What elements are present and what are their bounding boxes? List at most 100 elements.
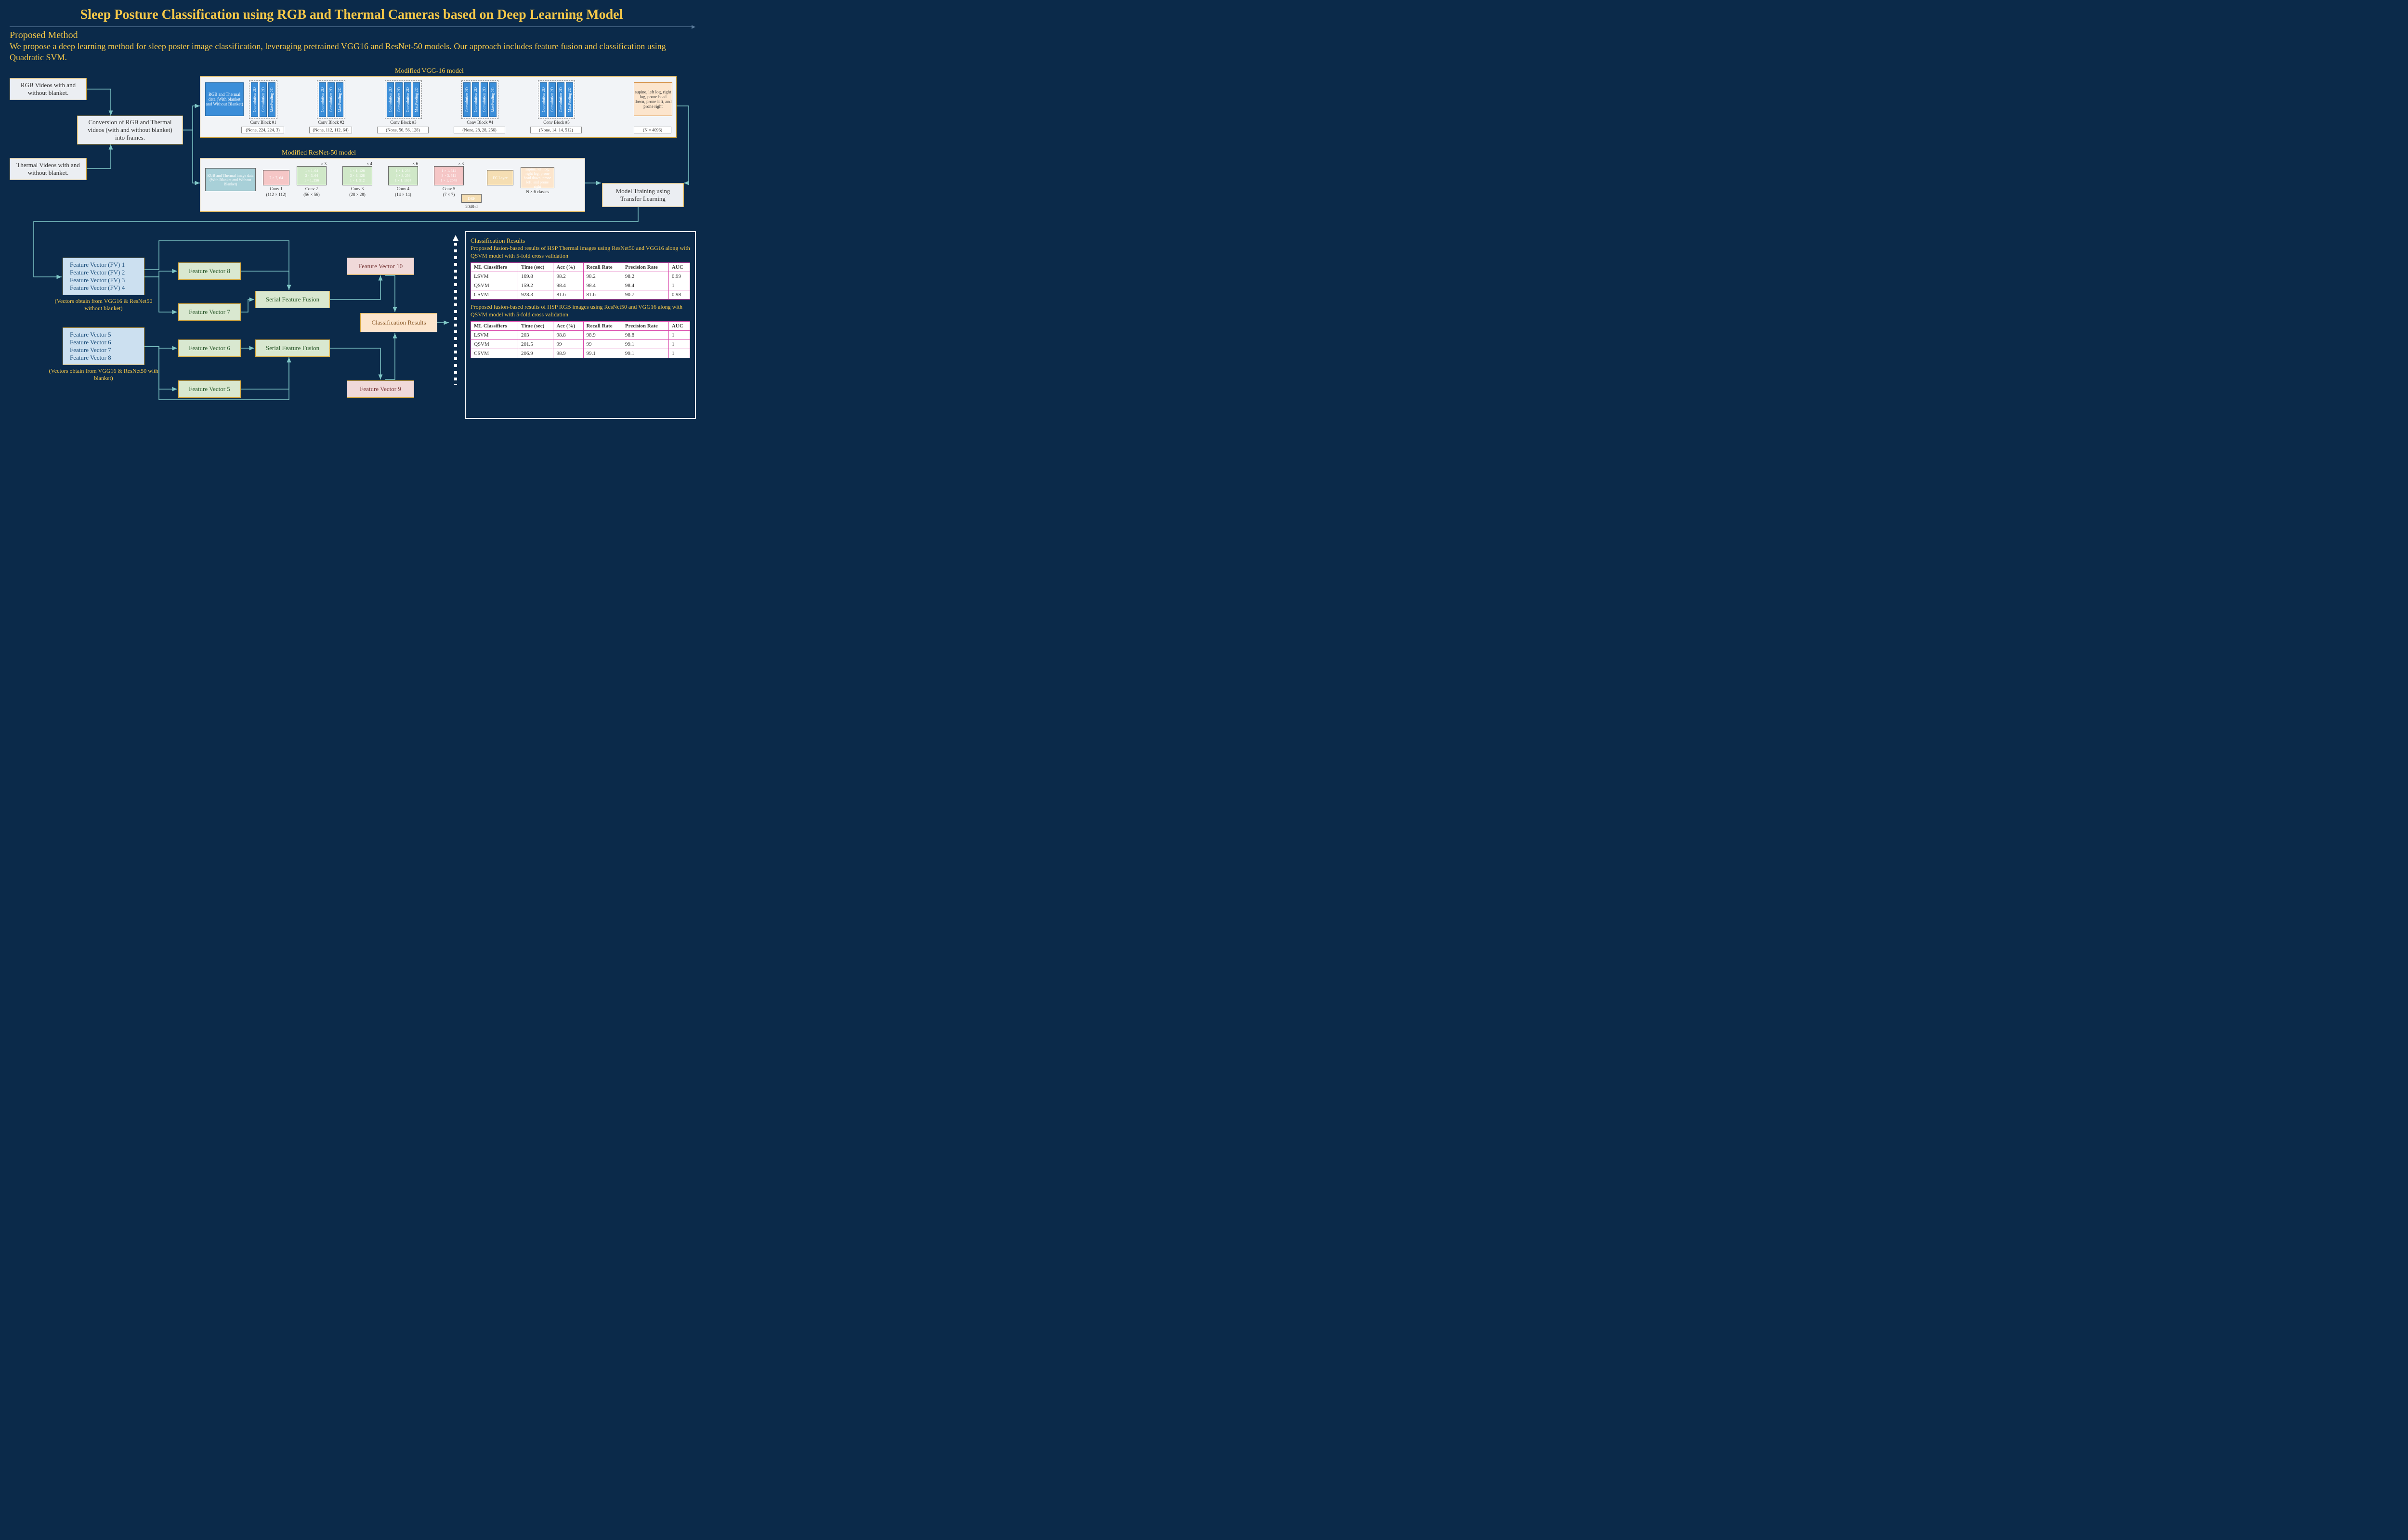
table-cell: 928.3 — [518, 290, 553, 300]
fv7-box: Feature Vector 7 — [178, 303, 241, 321]
vgg-layer: MaxPooling 2D — [336, 82, 343, 117]
table-header: Acc (%) — [553, 263, 583, 272]
resnet-conv1-sub: (112 × 112) — [261, 192, 292, 197]
table-cell: 1 — [668, 331, 690, 340]
results-panel: Classification Results Proposed fusion-b… — [465, 231, 696, 419]
resnet-block-sub: (14 × 14) — [388, 192, 418, 197]
resnet-mult: × 6 — [404, 161, 418, 166]
table-row: CSVM206.998.999.199.11 — [471, 349, 690, 358]
table-cell: LSVM — [471, 331, 518, 340]
table-cell: 99 — [583, 340, 622, 349]
vgg-layer: Convolution 2D — [251, 82, 258, 117]
resnet-block-name: Conv 3 — [342, 186, 372, 191]
vgg-layer: Convolution 2D — [260, 82, 267, 117]
resnet-label: Modified ResNet-50 model — [282, 149, 356, 157]
table-header: Precision Rate — [622, 322, 668, 331]
table-header: AUC — [668, 322, 690, 331]
fv10-box: Feature Vector 10 — [347, 258, 414, 275]
vgg-out-shape: (N × 4096) — [634, 127, 671, 133]
table-cell: 98.2 — [622, 272, 668, 281]
table-cell: 98.9 — [553, 349, 583, 358]
resnet-drf-dim: 2048-d — [460, 204, 483, 209]
table-cell: CSVM — [471, 290, 518, 300]
table-cell: 0.99 — [668, 272, 690, 281]
table-header: Time (sec) — [518, 263, 553, 272]
table-cell: 1 — [668, 349, 690, 358]
vgg-layer: Convolution 2D — [395, 82, 403, 117]
vgg-layer: Convolution 2D — [327, 82, 335, 117]
resnet-conv1-name: Conv 1 — [263, 186, 289, 191]
fv8-line: Feature Vector 8 — [70, 354, 111, 362]
table-cell: 1 — [668, 340, 690, 349]
fv-group2-caption: (Vectors obtain from VGG16 & ResNet50 wi… — [48, 367, 159, 382]
table-cell: 99.1 — [622, 340, 668, 349]
fv-group1-caption: (Vectors obtain from VGG16 & ResNet50 wi… — [48, 298, 159, 312]
table-row: QSVM159.298.498.498.41 — [471, 281, 690, 290]
thermal-input-box: Thermal Videos with and without blanket. — [10, 158, 87, 180]
table-cell: 0.98 — [668, 290, 690, 300]
resnet-panel: RGB and Thermal image data (With Blanket… — [200, 158, 585, 212]
table-header: Time (sec) — [518, 322, 553, 331]
resnet-block-sub: (56 × 56) — [297, 192, 327, 197]
vgg-layer: Convolution 2D — [387, 82, 394, 117]
results-table1: ML ClassifiersTime (sec)Acc (%)Recall Ra… — [471, 262, 690, 300]
table-cell: 98.4 — [622, 281, 668, 290]
table-header: Recall Rate — [583, 322, 622, 331]
table-cell: 81.6 — [553, 290, 583, 300]
vgg-layer: Convolution 2D — [481, 82, 488, 117]
resnet-drf: DRF — [461, 194, 482, 203]
table-header: AUC — [668, 263, 690, 272]
vgg-layer: Convolution 2D — [549, 82, 556, 117]
vgg-shape: (None, 112, 112, 64) — [309, 127, 352, 133]
results-desc1: Proposed fusion-based results of HSP The… — [471, 245, 690, 260]
fv1: Feature Vector (FV) 1 — [70, 261, 125, 269]
resnet-out-classes: N × 6 classes — [521, 189, 554, 194]
vgg-block-name: Conv Block #1 — [249, 120, 277, 125]
vgg-block-name: Conv Block #4 — [461, 120, 498, 125]
vgg-layer: MaxPooling 2D — [413, 82, 420, 117]
resnet-block-name: Conv 2 — [297, 186, 327, 191]
results-title: Classification Results — [471, 237, 690, 245]
vgg-block-name: Conv Block #5 — [538, 120, 575, 125]
fv6-box: Feature Vector 6 — [178, 339, 241, 357]
table-cell: QSVM — [471, 281, 518, 290]
fv-group2: Feature Vector 5 Feature Vector 6 Featur… — [63, 327, 144, 365]
resnet-block-name: Conv 5 — [434, 186, 464, 191]
vgg-shape: (None, 14, 14, 512) — [530, 127, 582, 133]
resnet-fc: FC Layer — [487, 170, 513, 185]
table-cell: 98.9 — [583, 331, 622, 340]
table-cell: 203 — [518, 331, 553, 340]
table-header: ML Classifiers — [471, 322, 518, 331]
table-cell: 98.8 — [622, 331, 668, 340]
section-description: We propose a deep learning method for sl… — [0, 41, 703, 67]
table-header: ML Classifiers — [471, 263, 518, 272]
fv2: Feature Vector (FV) 2 — [70, 269, 125, 276]
vgg-layer: Convolution 2D — [319, 82, 326, 117]
vgg-layer: Convolution 2D — [472, 82, 479, 117]
table-cell: 90.7 — [622, 290, 668, 300]
table-cell: LSVM — [471, 272, 518, 281]
table-cell: 99.1 — [622, 349, 668, 358]
table-cell: 98.8 — [553, 331, 583, 340]
resnet-conv1: 7 × 7, 64 — [263, 170, 289, 185]
resnet-block: 1 × 1, 2563 × 3, 2561 × 1, 1024 — [388, 166, 418, 185]
fv5-line: Feature Vector 5 — [70, 331, 111, 339]
resnet-block: 1 × 1, 5123 × 3, 5121 × 1, 2048 — [434, 166, 464, 185]
table-cell: 98.4 — [553, 281, 583, 290]
sff2-box: Serial Feature Fusion — [255, 339, 330, 357]
training-box: Model Training using Transfer Learning — [602, 183, 684, 207]
fv6-line: Feature Vector 6 — [70, 339, 111, 346]
rgb-input-box: RGB Videos with and without blanket. — [10, 78, 87, 100]
vgg-layer: MaxPooling 2D — [489, 82, 497, 117]
resnet-block-sub: (7 × 7) — [434, 192, 464, 197]
vgg-layer: MaxPooling 2D — [268, 82, 275, 117]
table-cell: 99 — [553, 340, 583, 349]
vgg-label: Modified VGG-16 model — [395, 67, 464, 75]
results-table2: ML ClassifiersTime (sec)Acc (%)Recall Ra… — [471, 321, 690, 358]
conversion-box: Conversion of RGB and Thermal videos (wi… — [77, 116, 183, 144]
page-title: Sleep Posture Classification using RGB a… — [0, 0, 703, 26]
table-cell: 98.2 — [583, 272, 622, 281]
resnet-mult: × 3 — [312, 161, 327, 166]
table-cell: QSVM — [471, 340, 518, 349]
table-cell: 99.1 — [583, 349, 622, 358]
